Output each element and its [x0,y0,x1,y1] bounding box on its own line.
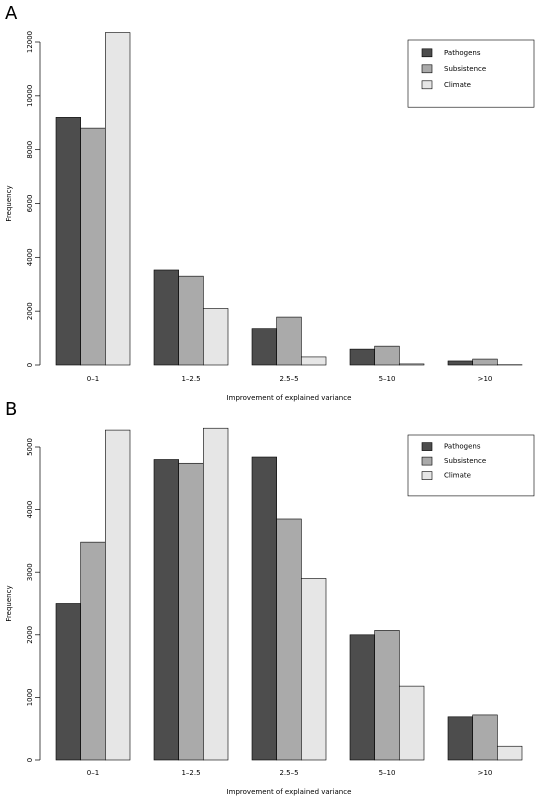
x-tick-label: 2.5–5 [279,769,298,777]
bar [178,462,204,761]
y-tick-label: 0 [26,758,34,762]
y-tick-label: 8000 [26,141,34,159]
legend-swatch [421,442,433,451]
x-tick-label: 1–2.5 [181,769,200,777]
x-tick-label: 1–2.5 [181,375,200,383]
x-tick-label: >10 [478,375,493,383]
y-tick-label: 5000 [26,438,34,456]
bar [105,429,131,761]
legend-swatch [421,64,433,74]
legend-label: Subsistence [444,457,486,465]
bar [447,716,473,761]
bar [251,456,277,761]
bar [276,316,302,366]
bar [153,269,179,366]
bar [105,32,131,366]
bar [153,459,179,761]
y-axis-label: Frequency [5,185,13,221]
x-tick-label: 2.5–5 [279,375,298,383]
legend-swatch [421,48,433,58]
legend-label: Climate [444,81,471,89]
y-tick-label: 12000 [26,31,34,53]
y-tick-label: 4000 [26,248,34,266]
y-tick-label: 2000 [26,302,34,320]
bar [374,345,400,366]
x-axis-label: Improvement of explained variance [227,788,352,796]
x-tick-label: 5–10 [379,769,396,777]
legend-swatch [421,80,433,90]
y-tick-label: 10000 [26,85,34,107]
legend-box [407,434,535,497]
bar [80,127,106,366]
x-tick-label: >10 [478,769,493,777]
y-tick-label: 2000 [26,626,34,644]
bar [80,541,106,761]
y-tick-label: 6000 [26,195,34,213]
bar [178,275,204,366]
bar [399,363,425,366]
y-tick-label: 1000 [26,688,34,706]
bar [55,117,81,366]
x-tick-label: 0–1 [87,769,99,777]
x-axis-label: Improvement of explained variance [227,394,352,402]
bar [203,308,229,366]
bar [497,745,523,761]
y-axis-label: Frequency [5,585,13,621]
bar [349,348,375,366]
legend-label: Climate [444,472,471,480]
legend-label: Pathogens [444,443,481,451]
legend-label: Pathogens [444,49,481,57]
legend-label: Subsistence [444,65,486,73]
bar [374,630,400,761]
bar [55,603,81,761]
y-tick-label: 3000 [26,563,34,581]
x-tick-label: 0–1 [87,375,99,383]
bar [301,578,327,761]
bar [349,634,375,761]
bar [203,427,229,761]
legend-box [407,39,535,108]
legend-swatch [421,456,433,466]
y-tick-label: 0 [26,363,34,367]
panel-label: B [5,399,17,420]
bar [251,328,277,366]
bar [301,356,327,366]
panel-label: A [5,3,18,24]
x-tick-label: 5–10 [379,375,396,383]
bar [447,360,473,366]
bar [399,685,425,761]
bar [472,714,498,761]
legend-swatch [421,471,433,480]
bar [472,358,498,366]
bar [276,518,302,761]
y-tick-label: 4000 [26,501,34,519]
